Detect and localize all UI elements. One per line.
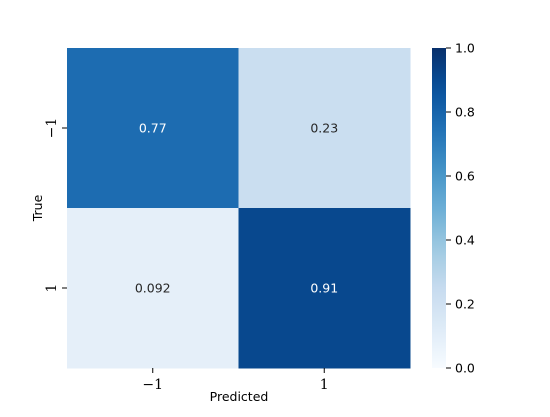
x-tick-label-0: −1 [142,377,163,393]
y-tick-label-1: 1 [44,284,60,293]
heatmap-cell-r1-c0 [67,208,239,369]
x-tick-label-1: 1 [320,377,329,393]
colorbar-gradient [432,48,446,368]
colorbar-tick-label-0: 0.0 [455,361,475,376]
heatmap-cell-r1-c1 [238,208,411,369]
cell-value-label-r0-c0: 0.77 [139,121,167,136]
cell-value-label-r1-c1: 0.91 [310,281,338,296]
y-axis-label: True [30,194,45,222]
colorbar-tick-label-2: 0.4 [455,233,475,248]
y-tick-label-0: −1 [44,118,60,139]
cell-value-label-r1-c0: 0.092 [135,281,171,296]
y-axis: −1 1 [44,118,67,293]
x-axis-label: Predicted [210,389,269,404]
heatmap-cells [67,48,411,369]
colorbar-tick-label-3: 0.6 [455,169,475,184]
colorbar-tick-label-4: 0.8 [455,105,475,120]
colorbar-tick-label-1: 0.2 [455,297,475,312]
colorbar-ticks: 0.0 0.2 0.4 0.6 0.8 1.0 [446,41,475,376]
heatmap-cell-r0-c0 [67,48,239,209]
colorbar [432,48,446,368]
heatmap-cell-r0-c1 [238,48,411,209]
cell-value-label-r0-c1: 0.23 [310,121,338,136]
heatmap-cell-labels: 0.77 0.23 0.092 0.91 [135,121,338,296]
colorbar-tick-label-5: 1.0 [455,41,475,56]
x-axis: −1 1 [142,368,329,393]
